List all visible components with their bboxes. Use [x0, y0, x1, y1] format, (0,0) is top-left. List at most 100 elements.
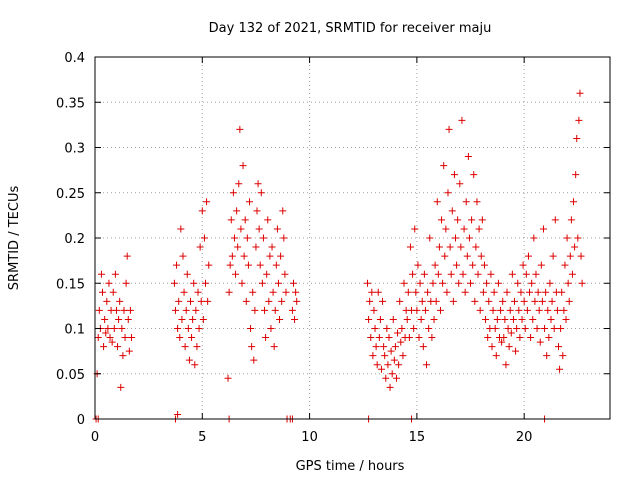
data-point: [125, 347, 133, 355]
data-point: [178, 315, 186, 323]
data-point: [572, 171, 580, 179]
data-point: [179, 252, 187, 260]
x-axis-label: GPS time / hours: [296, 459, 405, 474]
data-point: [519, 261, 527, 269]
data-point: [184, 325, 192, 332]
data-point: [99, 288, 107, 296]
x-tick-label: 10: [301, 430, 318, 445]
data-point: [482, 315, 490, 323]
data-point: [244, 261, 252, 269]
data-point: [239, 162, 247, 170]
data-point: [553, 306, 561, 314]
data-point: [491, 325, 499, 332]
data-point: [235, 180, 243, 188]
data-point: [258, 279, 266, 287]
data-point: [419, 343, 427, 351]
data-point: [461, 288, 469, 296]
data-point: [532, 270, 540, 278]
data-point: [183, 270, 191, 278]
data-point: [483, 279, 491, 287]
data-point: [475, 225, 483, 233]
data-point: [436, 306, 444, 314]
data-point: [249, 288, 257, 296]
data-point: [188, 334, 196, 342]
data-point: [265, 297, 273, 305]
data-point: [445, 125, 453, 133]
data-point: [94, 334, 102, 342]
axes: 0 0.05 0.1 0.15 0.2 0.25 0.3 0.35 0.4 0 5 10 15 20: [56, 51, 610, 445]
data-point: [438, 216, 446, 224]
data-point: [112, 306, 120, 314]
data-point: [435, 243, 443, 251]
data-point: [463, 252, 471, 260]
data-point: [97, 270, 105, 278]
data-point: [573, 134, 581, 142]
data-point: [431, 261, 439, 269]
data-point: [261, 306, 269, 314]
data-point: [234, 243, 242, 251]
data-point: [400, 279, 408, 287]
data-point: [398, 325, 406, 332]
data-point: [474, 270, 482, 278]
data-point: [203, 198, 211, 206]
chart-title: Day 132 of 2021, SRMTID for receiver maj…: [209, 21, 492, 36]
data-point: [557, 325, 565, 332]
data-point: [459, 270, 467, 278]
y-tick-label: 0.4: [64, 51, 85, 66]
data-point: [449, 297, 457, 305]
data-point: [467, 279, 475, 287]
data-point: [508, 270, 516, 278]
data-point: [469, 261, 477, 269]
data-point: [501, 315, 509, 323]
data-point: [186, 297, 194, 305]
data-point: [507, 329, 515, 337]
data-point: [450, 171, 458, 179]
data-point: [460, 225, 468, 233]
data-point: [512, 347, 520, 355]
data-point: [568, 270, 576, 278]
data-point: [268, 243, 276, 251]
data-point: [238, 279, 246, 287]
data-point: [250, 356, 258, 364]
data-point: [263, 270, 271, 278]
data-point: [577, 252, 585, 260]
data-point: [372, 343, 380, 351]
data-point: [193, 343, 201, 351]
data-point: [190, 279, 198, 287]
data-point: [397, 338, 405, 346]
data-point: [364, 279, 372, 287]
data-point: [123, 252, 131, 260]
data-point: [470, 171, 478, 179]
data-point: [251, 306, 259, 314]
data-point: [492, 352, 500, 360]
data-point: [493, 315, 501, 323]
data-point: [456, 180, 464, 188]
data-point: [291, 315, 299, 323]
data-point: [434, 270, 442, 278]
data-point: [430, 315, 438, 323]
data-point: [266, 252, 274, 260]
data-point: [506, 306, 514, 314]
data-point: [439, 279, 447, 287]
data-point: [255, 225, 263, 233]
y-tick-label: 0.15: [56, 277, 85, 292]
data-point: [370, 306, 378, 314]
y-tick-label: 0.25: [56, 187, 85, 202]
data-point: [233, 207, 241, 215]
data-point: [476, 306, 484, 314]
data-point: [478, 216, 486, 224]
data-point: [549, 252, 557, 260]
data-point: [471, 297, 479, 305]
data-point: [454, 216, 462, 224]
data-point: [531, 297, 539, 305]
data-point: [256, 261, 264, 269]
data-point: [484, 334, 492, 342]
y-tick-label: 0.1: [64, 323, 85, 338]
data-point: [368, 288, 376, 296]
data-point: [177, 225, 185, 233]
data-point: [114, 343, 122, 351]
data-point: [173, 261, 181, 269]
data-point: [396, 297, 404, 305]
data-point: [414, 261, 422, 269]
data-point: [191, 361, 199, 369]
